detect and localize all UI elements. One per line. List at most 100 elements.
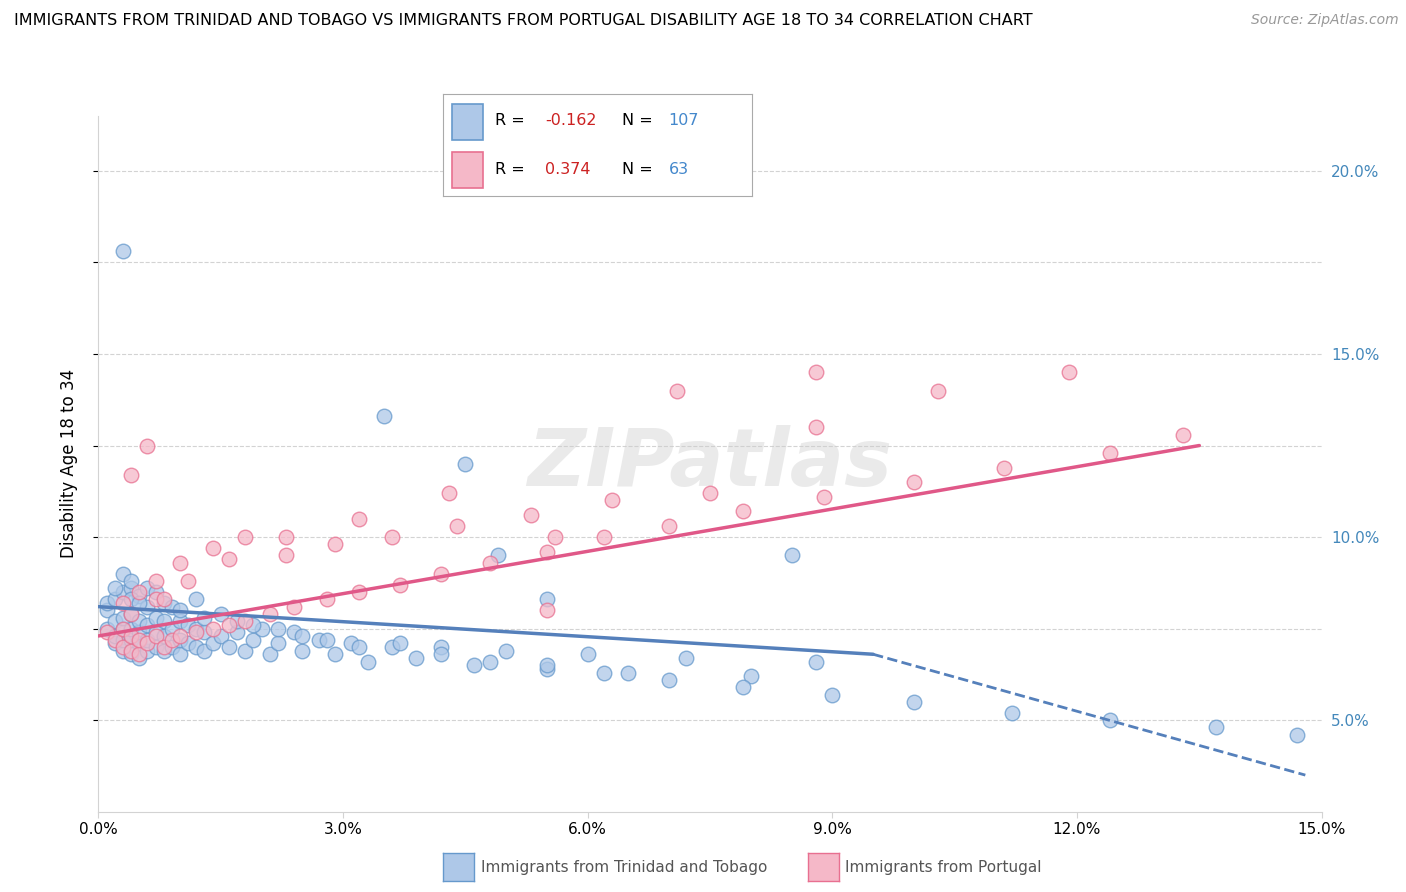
- Point: [430, 640, 453, 654]
- Point: [145, 592, 167, 607]
- Point: [1171, 427, 1194, 442]
- Point: [218, 552, 240, 566]
- Point: [804, 365, 827, 379]
- Point: [1286, 728, 1309, 742]
- Point: [536, 592, 558, 607]
- Point: [152, 596, 174, 610]
- Point: [128, 625, 150, 640]
- Point: [160, 599, 183, 614]
- Point: [145, 640, 167, 654]
- Point: [96, 603, 118, 617]
- Point: [658, 519, 681, 533]
- Point: [218, 618, 240, 632]
- Point: [1098, 713, 1121, 727]
- Point: [177, 618, 200, 632]
- Point: [373, 409, 395, 424]
- Point: [519, 508, 541, 522]
- Point: [576, 647, 599, 661]
- Point: [145, 610, 167, 624]
- Point: [201, 622, 224, 636]
- Point: [128, 651, 150, 665]
- Point: [111, 596, 134, 610]
- Point: [430, 647, 453, 661]
- Point: [315, 592, 337, 607]
- Point: [136, 643, 159, 657]
- Point: [145, 629, 167, 643]
- Point: [804, 420, 827, 434]
- Point: [193, 643, 215, 657]
- FancyBboxPatch shape: [453, 104, 484, 140]
- Point: [323, 537, 346, 551]
- Point: [315, 632, 337, 647]
- Point: [218, 640, 240, 654]
- Point: [128, 615, 150, 629]
- Point: [340, 636, 363, 650]
- Point: [120, 629, 142, 643]
- Point: [903, 695, 925, 709]
- Point: [152, 592, 174, 607]
- Point: [274, 530, 297, 544]
- Point: [152, 640, 174, 654]
- Point: [731, 680, 754, 694]
- Point: [267, 622, 290, 636]
- Point: [259, 647, 281, 661]
- Point: [186, 592, 208, 607]
- Point: [120, 632, 142, 647]
- Point: [267, 636, 290, 650]
- Point: [593, 665, 616, 680]
- Point: [96, 596, 118, 610]
- Text: ZIPatlas: ZIPatlas: [527, 425, 893, 503]
- Point: [242, 632, 264, 647]
- Point: [111, 622, 134, 636]
- Point: [104, 615, 127, 629]
- Point: [1057, 365, 1080, 379]
- Point: [1205, 721, 1227, 735]
- Point: [136, 599, 159, 614]
- Point: [128, 632, 150, 647]
- Point: [405, 651, 427, 665]
- Point: [128, 647, 150, 661]
- Point: [1001, 706, 1024, 720]
- Point: [111, 566, 134, 581]
- Point: [250, 622, 273, 636]
- Point: [104, 632, 127, 647]
- Point: [993, 460, 1015, 475]
- Point: [145, 574, 167, 588]
- Point: [177, 574, 200, 588]
- Point: [463, 658, 485, 673]
- Point: [536, 545, 558, 559]
- Point: [193, 610, 215, 624]
- Point: [821, 688, 844, 702]
- Point: [486, 549, 509, 563]
- Point: [209, 607, 232, 621]
- Text: 107: 107: [669, 112, 699, 128]
- Point: [104, 629, 127, 643]
- Point: [169, 556, 191, 570]
- Point: [349, 585, 371, 599]
- Point: [128, 636, 150, 650]
- Point: [389, 636, 412, 650]
- Point: [160, 622, 183, 636]
- Point: [226, 615, 249, 629]
- Point: [111, 585, 134, 599]
- Point: [104, 636, 127, 650]
- Point: [536, 603, 558, 617]
- Text: Immigrants from Portugal: Immigrants from Portugal: [845, 860, 1042, 874]
- Point: [495, 643, 517, 657]
- Point: [169, 629, 191, 643]
- Point: [111, 640, 134, 654]
- Point: [291, 643, 314, 657]
- Point: [120, 592, 142, 607]
- Y-axis label: Disability Age 18 to 34: Disability Age 18 to 34: [59, 369, 77, 558]
- Point: [617, 665, 640, 680]
- Point: [145, 585, 167, 599]
- Point: [389, 577, 412, 591]
- Point: [283, 599, 305, 614]
- Point: [430, 566, 453, 581]
- Point: [544, 530, 567, 544]
- Text: 0.374: 0.374: [546, 162, 591, 178]
- Point: [104, 592, 127, 607]
- Text: Immigrants from Trinidad and Tobago: Immigrants from Trinidad and Tobago: [481, 860, 768, 874]
- Point: [209, 629, 232, 643]
- Point: [120, 607, 142, 621]
